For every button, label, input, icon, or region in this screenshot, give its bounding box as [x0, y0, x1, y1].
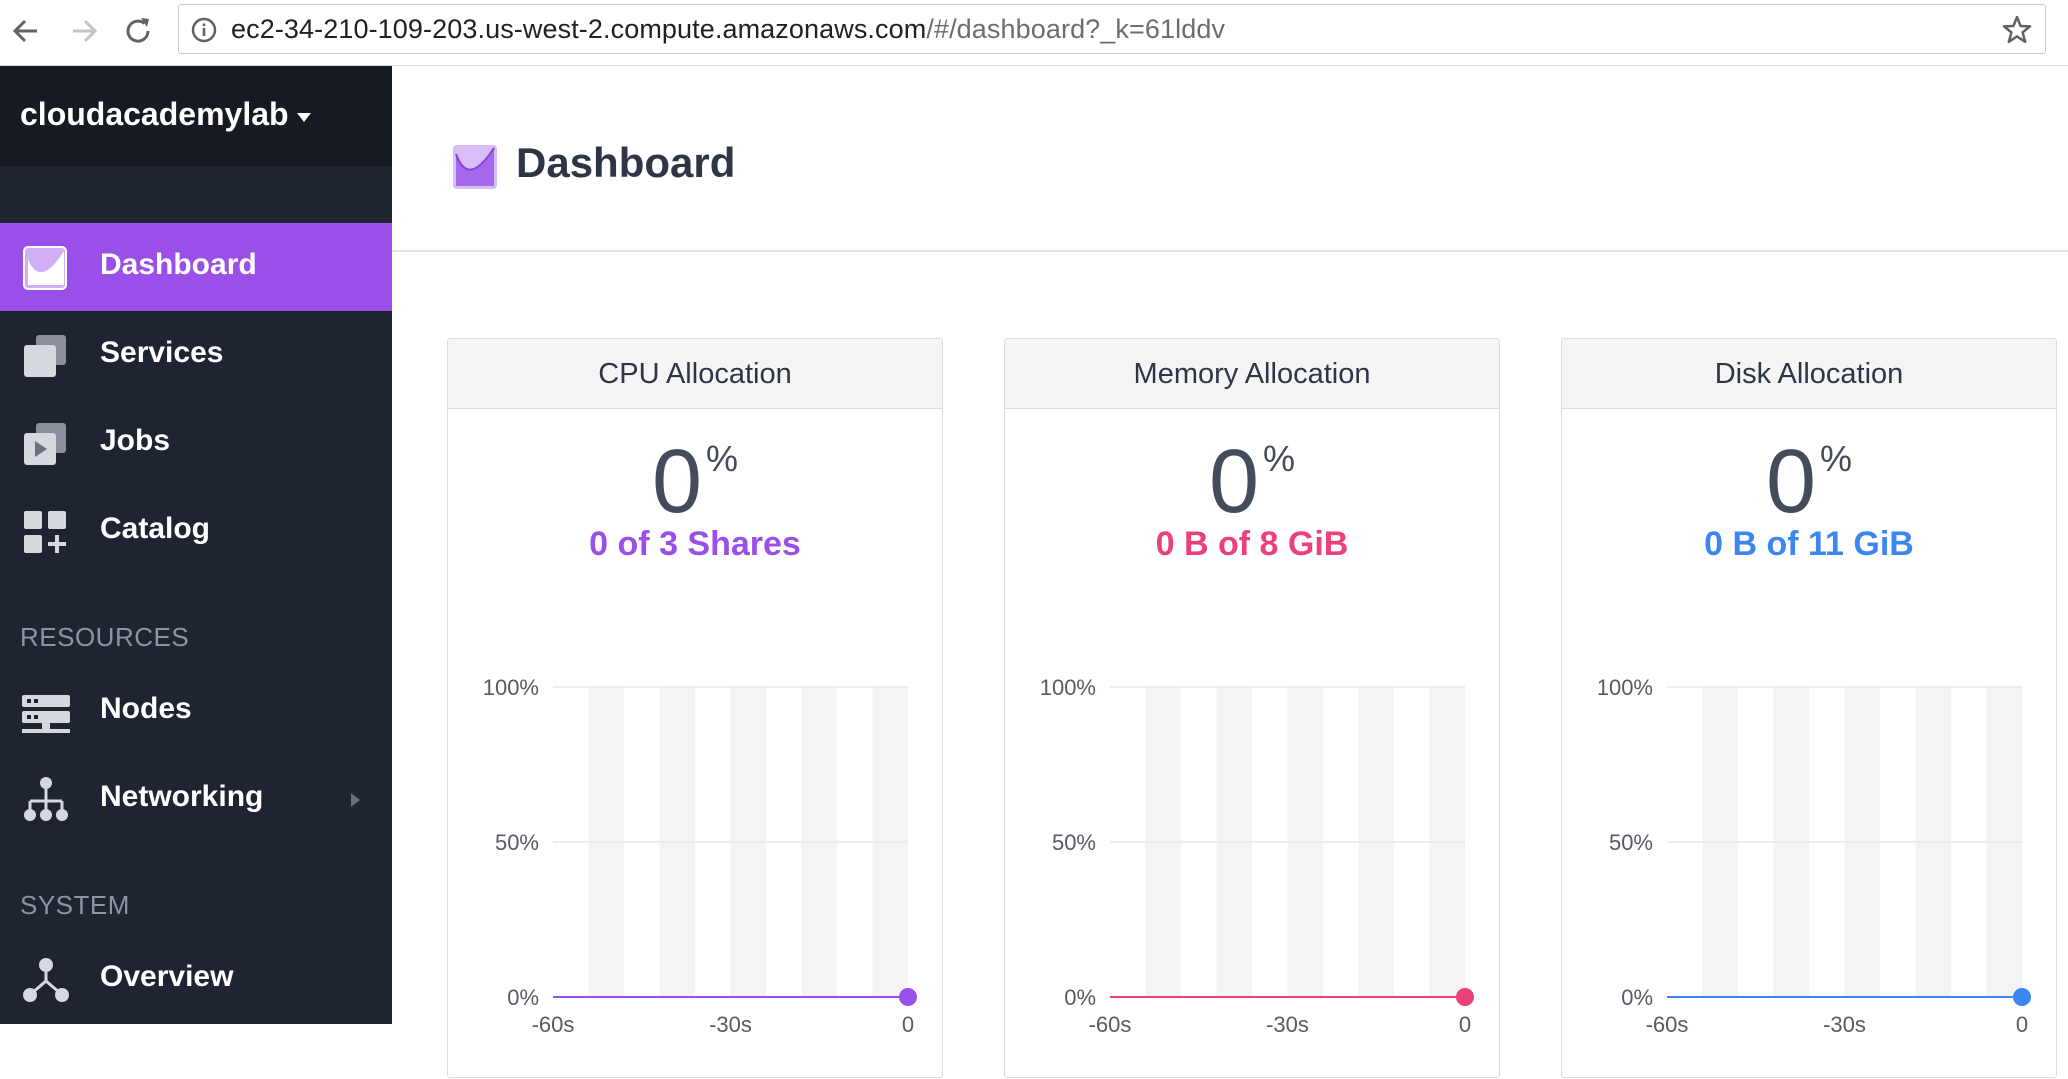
sidebar-item-overview[interactable]: Overview [0, 935, 392, 1023]
allocation-percent: 0% [1005, 437, 1499, 527]
sidebar-item-label: Overview [100, 960, 234, 993]
series-point [1456, 988, 1474, 1006]
services-icon [24, 335, 66, 377]
disk-allocation-card: Disk Allocation 0% 0 B of 11 GiB 100% 50%… [1561, 338, 2057, 1078]
sidebar-item-label: Jobs [100, 424, 171, 457]
y-tick-label: 100% [1597, 675, 1653, 700]
catalog-icon [24, 511, 66, 553]
sidebar-item-label: Networking [100, 780, 264, 813]
y-tick-label: 50% [1609, 830, 1653, 855]
y-tick-label: 0% [1621, 985, 1653, 1010]
cpu-allocation-chart: 100% 50% 0%-60s -30s 0 [483, 675, 917, 1037]
project-name: cloudacademylab [20, 96, 289, 132]
bookmark-star-icon[interactable] [2001, 14, 2033, 46]
nodes-icon [22, 695, 70, 733]
card-title: Disk Allocation [1562, 339, 2056, 409]
sidebar-item-label: Nodes [100, 692, 192, 725]
x-tick-label: -60s [1089, 1012, 1132, 1037]
project-switcher[interactable]: cloudacademylab [0, 66, 392, 166]
disk-allocation-chart: 100% 50% 0%-60s -30s 0 [1597, 675, 2031, 1037]
reload-icon [126, 18, 150, 43]
percent-value: 0 [1765, 432, 1817, 532]
sidebar-item-label: Catalog [100, 512, 211, 545]
percent-sign: % [706, 438, 739, 479]
arrow-right-icon [73, 19, 98, 43]
percent-sign: % [1820, 438, 1853, 479]
networking-icon [24, 777, 68, 821]
main-content: Dashboard CPU Allocation 0% 0 of 3 Share… [392, 66, 2068, 1078]
caret-down-icon [297, 113, 311, 122]
sidebar-item-label: Dashboard [100, 248, 257, 281]
card-title: Memory Allocation [1005, 339, 1499, 409]
overview-icon [23, 958, 69, 1002]
percent-sign: % [1263, 438, 1296, 479]
y-tick-label: 0% [507, 985, 539, 1010]
y-tick-label: 100% [483, 675, 539, 700]
allocation-value: 0 of 3 Shares [589, 525, 801, 563]
sidebar-item-nodes[interactable]: Nodes [0, 667, 392, 755]
y-tick-label: 100% [1040, 675, 1096, 700]
percent-value: 0 [1208, 432, 1260, 532]
back-button[interactable] [6, 11, 46, 51]
address-bar[interactable]: ec2-34-210-109-203.us-west-2.compute.ama… [178, 4, 2046, 54]
allocation-percent: 0% [448, 437, 942, 527]
section-label-system: SYSTEM [20, 890, 130, 920]
url-text[interactable]: ec2-34-210-109-203.us-west-2.compute.ama… [231, 14, 1225, 45]
page-title: Dashboard [516, 139, 736, 186]
dashboard-icon [453, 145, 497, 189]
x-tick-label: -30s [1266, 1012, 1309, 1037]
chevron-right-icon [351, 793, 360, 807]
sidebar-item-label: Services [100, 336, 224, 369]
x-tick-label: 0 [2016, 1012, 2028, 1037]
percent-value: 0 [651, 432, 703, 532]
jobs-icon [24, 423, 66, 465]
x-tick-label: 0 [902, 1012, 914, 1037]
reload-button[interactable] [118, 11, 158, 51]
allocation-value: 0 B of 11 GiB [1704, 525, 1914, 563]
x-tick-label: -60s [1646, 1012, 1689, 1037]
url-host: ec2-34-210-109-203.us-west-2.compute.ama… [231, 14, 927, 44]
sidebar: cloudacademylab Dashboard Services Jobs [0, 66, 392, 1024]
sidebar-item-services[interactable]: Services [0, 311, 392, 399]
memory-allocation-chart: 100% 50% 0%-60s -30s 0 [1040, 675, 1474, 1037]
page-header: Dashboard [392, 66, 2068, 252]
cpu-allocation-card: CPU Allocation 0% 0 of 3 Shares 100% 50% 0… [447, 338, 943, 1078]
dashboard-icon [23, 246, 67, 290]
y-tick-label: 50% [495, 830, 539, 855]
sidebar-item-catalog[interactable]: Catalog [0, 487, 392, 575]
browser-toolbar: ec2-34-210-109-203.us-west-2.compute.ama… [0, 0, 2068, 66]
sidebar-item-networking[interactable]: Networking [0, 755, 392, 843]
allocation-percent: 0% [1562, 437, 2056, 527]
card-title: CPU Allocation [448, 339, 942, 409]
series-point [2013, 988, 2031, 1006]
info-icon[interactable] [191, 17, 217, 43]
arrow-left-icon [12, 19, 37, 43]
sidebar-item-dashboard[interactable]: Dashboard [0, 223, 392, 311]
x-tick-label: -60s [532, 1012, 575, 1037]
y-tick-label: 0% [1064, 985, 1096, 1010]
section-label-resources: RESOURCES [20, 622, 190, 652]
x-tick-label: -30s [709, 1012, 752, 1037]
x-tick-label: 0 [1459, 1012, 1471, 1037]
sidebar-item-jobs[interactable]: Jobs [0, 399, 392, 487]
allocation-value: 0 B of 8 GiB [1155, 525, 1349, 563]
forward-button[interactable] [64, 11, 104, 51]
x-tick-label: -30s [1823, 1012, 1866, 1037]
url-path: /#/dashboard?_k=61lddv [926, 14, 1226, 44]
y-tick-label: 50% [1052, 830, 1096, 855]
series-point [899, 988, 917, 1006]
memory-allocation-card: Memory Allocation 0% 0 B of 8 GiB 100% 50… [1004, 338, 1500, 1078]
